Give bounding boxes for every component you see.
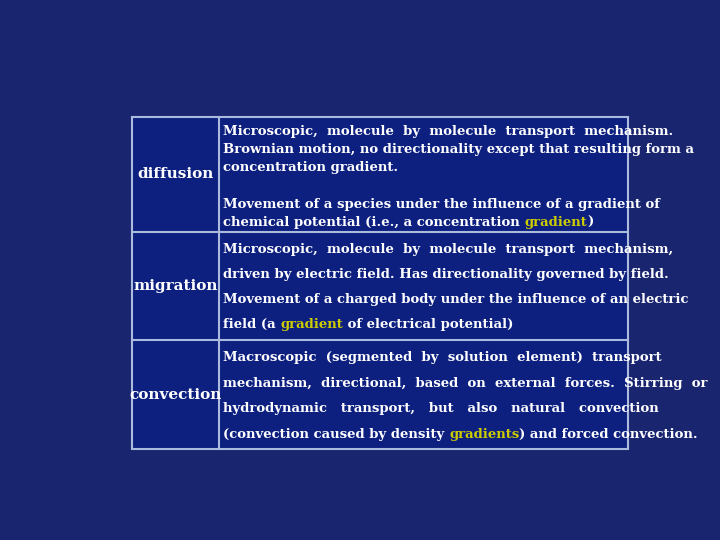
Text: concentration gradient.: concentration gradient. (223, 161, 398, 174)
Text: of electrical potential): of electrical potential) (343, 318, 513, 331)
Bar (132, 117, 629, 449)
Text: convection: convection (129, 388, 222, 402)
Text: migration: migration (133, 279, 217, 293)
Text: Movement of a charged body under the influence of an electric: Movement of a charged body under the inf… (223, 293, 689, 306)
Text: ) and forced convection.: ) and forced convection. (519, 428, 698, 441)
Text: ): ) (588, 216, 593, 229)
Text: mechanism,  directional,  based  on  external  forces.  Stirring  or: mechanism, directional, based on externa… (223, 377, 708, 390)
Text: Macroscopic  (segmented  by  solution  element)  transport: Macroscopic (segmented by solution eleme… (223, 351, 662, 364)
Text: driven by electric field. Has directionality governed by field.: driven by electric field. Has directiona… (223, 268, 669, 281)
Text: field (a: field (a (223, 318, 281, 331)
Text: Movement of a species under the influence of a gradient of: Movement of a species under the influenc… (223, 198, 660, 211)
Text: gradients: gradients (449, 428, 519, 441)
Text: (convection caused by density: (convection caused by density (223, 428, 449, 441)
Text: Brownian motion, no directionality except that resulting form a: Brownian motion, no directionality excep… (223, 143, 694, 156)
Text: hydrodynamic   transport,   but   also   natural   convection: hydrodynamic transport, but also natural… (223, 402, 659, 415)
Text: Microscopic,  molecule  by  molecule  transport  mechanism.: Microscopic, molecule by molecule transp… (223, 125, 673, 138)
Text: diffusion: diffusion (137, 167, 214, 181)
Bar (132, 117, 629, 449)
Text: chemical potential (i.e., a concentration: chemical potential (i.e., a concentratio… (223, 216, 525, 229)
Text: gradient: gradient (525, 216, 588, 229)
Text: gradient: gradient (281, 318, 343, 331)
Text: Microscopic,  molecule  by  molecule  transport  mechanism,: Microscopic, molecule by molecule transp… (223, 243, 673, 256)
